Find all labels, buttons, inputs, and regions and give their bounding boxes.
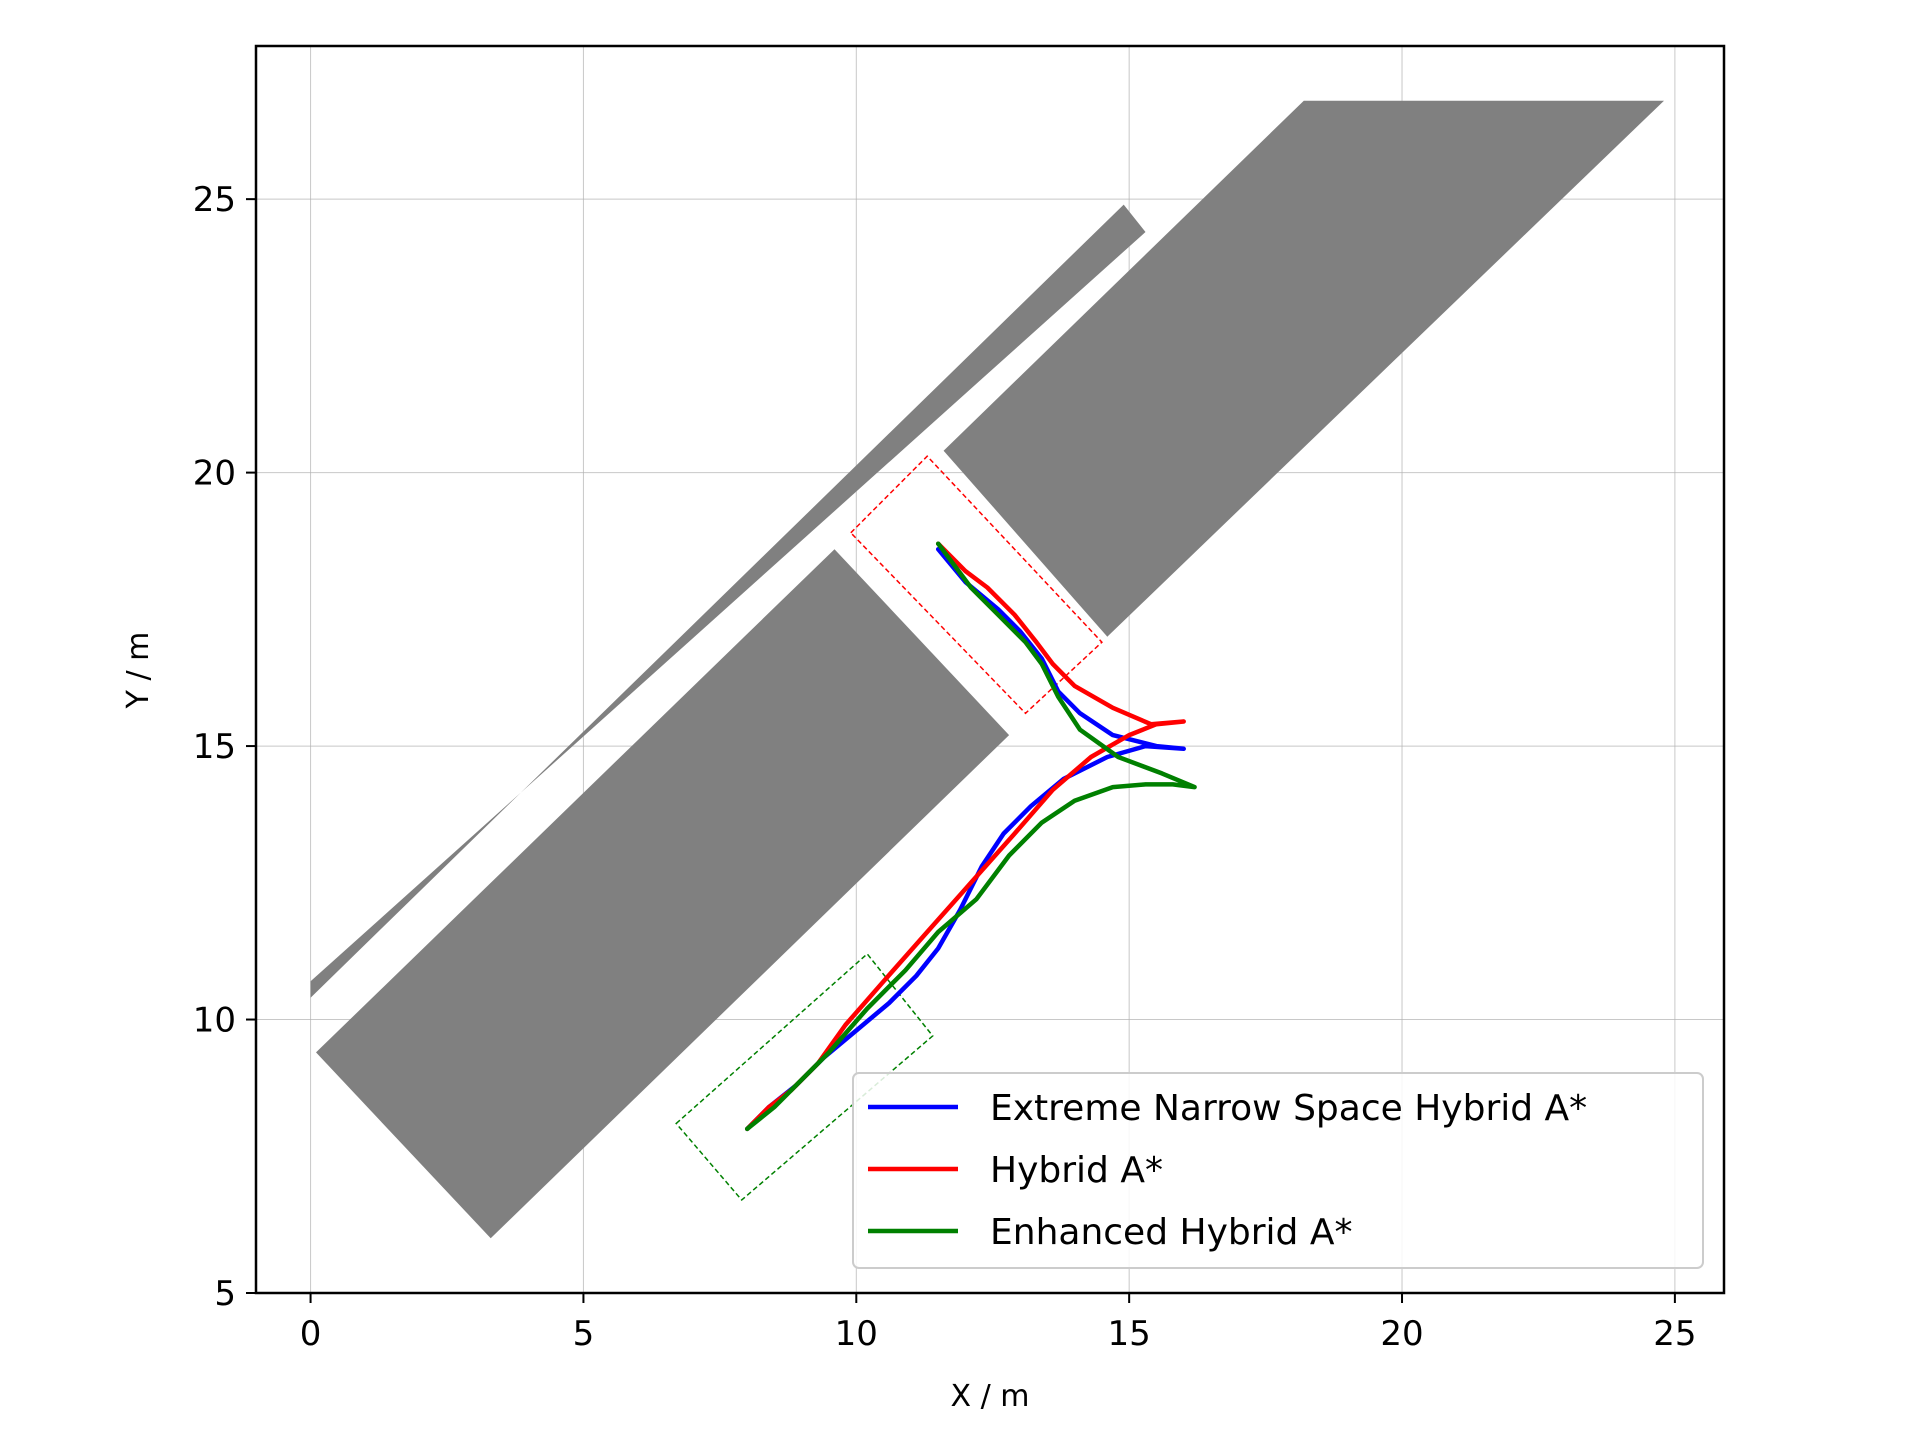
x-tick-label: 15 <box>1108 1314 1151 1354</box>
goal-box <box>849 455 1103 715</box>
x-tick-label: 25 <box>1653 1314 1696 1354</box>
start-box <box>675 952 934 1202</box>
legend-label-1: Extreme Narrow Space Hybrid A* <box>990 1088 1587 1129</box>
x-tick-label: 5 <box>573 1314 595 1354</box>
plot-frame <box>254 44 1726 1295</box>
x-tick-label: 20 <box>1380 1314 1423 1354</box>
legend: Extreme Narrow Space Hybrid A* Hybrid A* E… <box>852 1072 1704 1269</box>
y-tick-label: 10 <box>193 1001 236 1041</box>
obstacle-lower-left-block <box>316 549 1010 1239</box>
vehicle-boxes <box>675 455 1103 1202</box>
y-tick-label: 20 <box>193 454 236 494</box>
legend-label-2: Hybrid A* <box>990 1150 1163 1191</box>
obstacles <box>310 100 1664 1239</box>
y-tick-label: 5 <box>214 1274 236 1314</box>
x-axis-label: X / m <box>951 1379 1030 1414</box>
series-line-3 <box>744 541 1197 1132</box>
y-tick-label: 25 <box>193 180 236 220</box>
series-line-2 <box>744 541 1186 1132</box>
obstacle-upper-right-block <box>943 100 1664 637</box>
legend-box <box>852 1072 1704 1269</box>
obstacle-thin-strip <box>310 204 1146 998</box>
x-tick-label: 10 <box>835 1314 878 1354</box>
y-axis-label: Y / m <box>121 632 156 710</box>
y-tick-label: 15 <box>193 727 236 767</box>
axis-ticks: 0 5 10 15 20 25 5 10 15 20 25 <box>193 180 1697 1354</box>
series-lines <box>744 541 1197 1132</box>
legend-label-3: Enhanced Hybrid A* <box>990 1212 1352 1253</box>
x-tick-label: 0 <box>300 1314 322 1354</box>
